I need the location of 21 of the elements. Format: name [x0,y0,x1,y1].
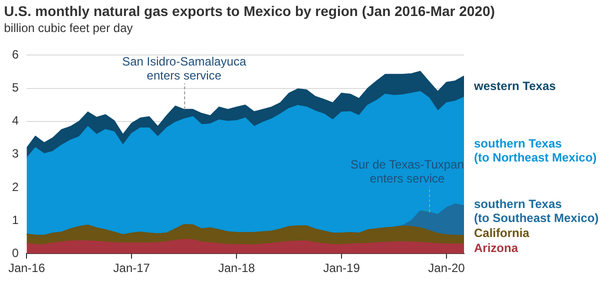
y-tick-label: 6 [12,48,19,62]
series-label: western Texas [473,78,556,93]
chart-title: U.S. monthly natural gas exports to Mexico by region (Jan 2016-Mar 2020) [4,3,495,19]
series-label: California [474,226,530,240]
series-label: southern Texas (to Southeast Mexico) [474,197,599,226]
y-tick-label: 1 [12,212,19,227]
x-tick-label: Jan-16 [8,261,46,276]
y-tick-label: 2 [12,180,19,194]
x-tick-label: Jan-17 [113,261,150,276]
y-tick-label: 5 [12,80,19,95]
chart-subtitle: billion cubic feet per day [4,21,133,35]
y-tick-label: 3 [12,146,19,161]
series-label: southern Texas (to Northeast Mexico) [474,136,597,165]
annotation: San Isidro-Samalayuca enters service [122,54,246,82]
y-tick-label: 4 [12,114,19,128]
x-tick-label: Jan-20 [428,261,466,276]
y-tick-label: 0 [12,246,19,260]
x-tick-label: Jan-19 [323,261,360,276]
series-label: Arizona [474,241,518,256]
annotation: Sur de Texas-Tuxpan enters service [350,157,464,186]
x-tick-label: Jan-18 [218,261,256,276]
